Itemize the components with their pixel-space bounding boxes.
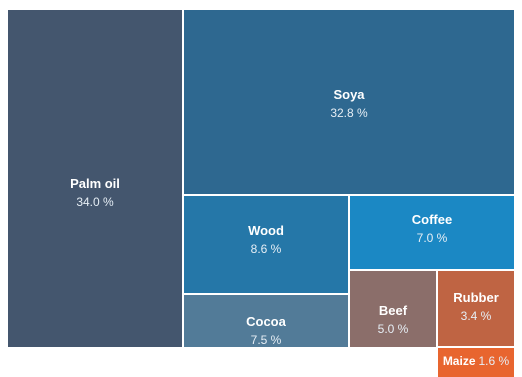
- tile-coffee: Coffee 7.0 %: [350, 196, 514, 269]
- tile-value-coffee: 7.0 %: [416, 231, 448, 245]
- tile-value-beef: 5.0 %: [377, 322, 409, 336]
- tile-label-cocoa: Cocoa 7.5 %: [184, 313, 348, 349]
- tile-label-coffee: Coffee 7.0 %: [350, 211, 514, 247]
- tile-value-cocoa: 7.5 %: [250, 333, 282, 347]
- tile-cocoa: Cocoa 7.5 %: [184, 295, 348, 347]
- tile-label-beef: Beef 5.0 %: [350, 302, 436, 338]
- tile-rubber: Rubber 3.4 %: [438, 271, 514, 346]
- tile-soya: Soya 32.8 %: [184, 10, 514, 194]
- tile-value-maize: 1.6 %: [478, 354, 510, 368]
- tile-label-palm-oil: Palm oil 34.0 %: [8, 175, 182, 211]
- tile-name-rubber: Rubber: [453, 290, 499, 305]
- tile-value-soya: 32.8 %: [330, 106, 368, 120]
- tile-name-palm-oil: Palm oil: [70, 176, 120, 191]
- tile-name-cocoa: Cocoa: [246, 314, 286, 329]
- tile-label-wood: Wood 8.6 %: [184, 222, 348, 258]
- tile-name-soya: Soya: [333, 87, 365, 102]
- tile-name-beef: Beef: [378, 303, 408, 318]
- tile-label-rubber: Rubber 3.4 %: [438, 289, 514, 325]
- tile-name-coffee: Coffee: [411, 212, 453, 227]
- tile-value-rubber: 3.4 %: [460, 309, 492, 323]
- tile-label-soya: Soya 32.8 %: [184, 86, 514, 122]
- tile-wood: Wood 8.6 %: [184, 196, 348, 293]
- tile-value-palm-oil: 34.0 %: [76, 195, 114, 209]
- tile-palm-oil: Palm oil 34.0 %: [8, 10, 182, 347]
- tile-label-maize: Maize 1.6 %: [438, 352, 514, 370]
- tile-name-wood: Wood: [248, 223, 284, 238]
- tile-value-wood: 8.6 %: [250, 242, 282, 256]
- tile-maize: Maize 1.6 %: [438, 348, 514, 377]
- tile-name-maize: Maize: [442, 354, 476, 368]
- tile-beef: Beef 5.0 %: [350, 271, 436, 347]
